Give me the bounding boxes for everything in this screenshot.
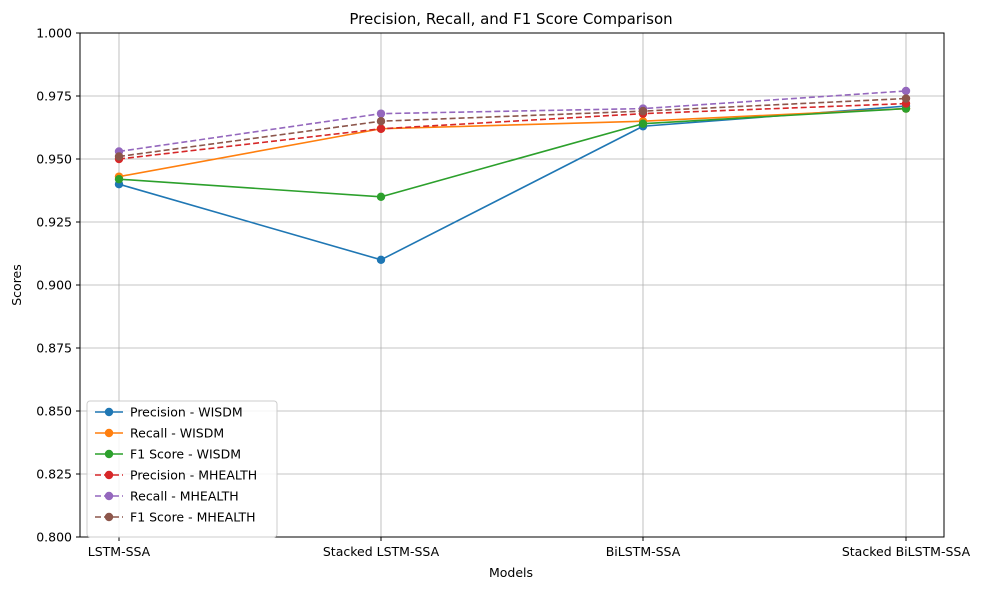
chart-title: Precision, Recall, and F1 Score Comparis… [349, 10, 672, 28]
x-axis: LSTM-SSA Stacked LSTM-SSA BiLSTM-SSA Stacke… [88, 537, 971, 559]
data-point [114, 174, 124, 184]
legend-label: Precision - MHEALTH [130, 468, 257, 483]
legend-label: F1 Score - WISDM [130, 447, 241, 462]
legend-swatch-marker [104, 407, 114, 417]
data-point [638, 119, 648, 128]
legend-box [86, 400, 278, 538]
y-tick-label: 0.900 [36, 278, 72, 293]
legend-entry: F1 Score - MHEALTH [95, 510, 256, 525]
series-precision-mhealth [114, 99, 911, 164]
series-layer [114, 86, 911, 264]
series-f1-score-wisdm [114, 104, 911, 201]
legend-entry: Recall - MHEALTH [95, 489, 239, 504]
y-tick-label: 0.875 [36, 341, 72, 356]
data-point [376, 117, 386, 126]
y-axis-label: Scores [9, 264, 24, 306]
legend-swatch-marker [104, 449, 114, 459]
legend-swatch-marker [104, 491, 114, 501]
legend-swatch-marker [104, 470, 114, 480]
x-tick-label: BiLSTM-SSA [606, 544, 681, 559]
series-f1-score-mhealth [114, 94, 911, 161]
legend-label: F1 Score - MHEALTH [130, 510, 256, 525]
data-point [376, 255, 386, 264]
data-point [376, 109, 386, 118]
series-precision-wisdm [114, 101, 911, 264]
legend-label: Recall - WISDM [130, 426, 224, 441]
legend-swatch-marker [104, 512, 114, 522]
data-point [901, 94, 911, 103]
series-line [118, 107, 907, 178]
y-axis: 0.800 0.825 0.850 0.875 0.900 0.925 0.950 0.975… [36, 26, 80, 545]
data-point [376, 192, 386, 201]
y-tick-label: 0.850 [36, 404, 72, 419]
y-tick-label: 0.975 [36, 89, 72, 104]
data-point [114, 152, 124, 161]
x-tick-label: Stacked BiLSTM-SSA [842, 544, 971, 559]
x-tick-label: LSTM-SSA [88, 544, 151, 559]
legend-swatch-marker [104, 428, 114, 438]
legend-entry: F1 Score - WISDM [95, 447, 241, 462]
legend: Precision - WISDM Recall - WISDM F1 Score … [86, 400, 278, 538]
data-point [376, 124, 386, 133]
legend-entry: Recall - WISDM [95, 426, 224, 441]
y-tick-label: 0.925 [36, 215, 72, 230]
series-recall-mhealth [114, 86, 911, 156]
x-axis-label: Models [489, 565, 533, 580]
legend-label: Recall - MHEALTH [130, 489, 239, 504]
data-point [638, 106, 648, 116]
series-line [118, 105, 907, 261]
series-line [118, 97, 907, 158]
y-tick-label: 0.825 [36, 467, 72, 482]
legend-entry: Precision - MHEALTH [95, 468, 257, 483]
series-line [118, 107, 907, 198]
data-point [901, 86, 911, 96]
legend-label: Precision - WISDM [130, 405, 243, 420]
legend-entry: Precision - WISDM [95, 405, 243, 420]
series-line [118, 102, 907, 160]
y-tick-label: 0.800 [36, 530, 72, 545]
y-tick-label: 0.950 [36, 152, 72, 167]
y-tick-label: 1.000 [36, 26, 72, 41]
series-line [118, 90, 907, 153]
x-tick-label: Stacked LSTM-SSA [323, 544, 440, 559]
